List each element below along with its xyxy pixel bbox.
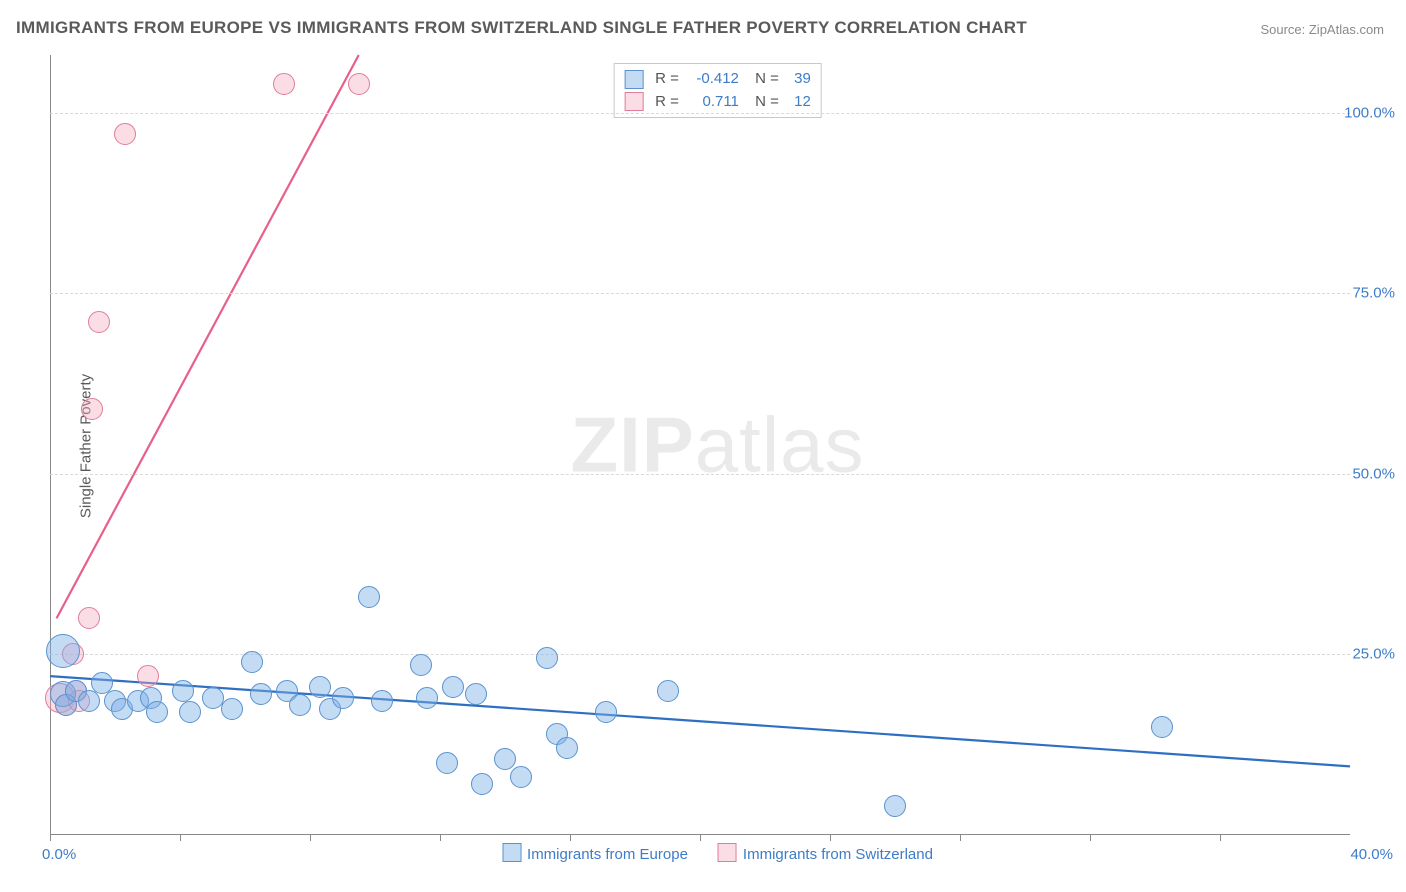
scatter-point <box>416 687 438 709</box>
gridline-h <box>50 113 1350 114</box>
scatter-point <box>273 73 295 95</box>
scatter-point <box>348 73 370 95</box>
y-tick-label: 75.0% <box>1352 285 1395 302</box>
scatter-point <box>172 680 194 702</box>
scatter-point <box>146 701 168 723</box>
x-axis-min-label: 0.0% <box>42 846 76 863</box>
scatter-point <box>471 773 493 795</box>
regression-lines-layer <box>50 55 1385 835</box>
legend-item-europe: Immigrants from Europe <box>502 843 688 863</box>
n-value-europe: 39 <box>785 68 811 91</box>
swatch-europe <box>502 843 521 862</box>
scatter-point <box>556 737 578 759</box>
scatter-point <box>78 607 100 629</box>
scatter-point <box>442 676 464 698</box>
scatter-point <box>494 748 516 770</box>
r-value-switzerland: 0.711 <box>685 91 739 114</box>
scatter-point <box>309 676 331 698</box>
scatter-point <box>371 690 393 712</box>
regression-line <box>57 55 359 618</box>
source-attribution: Source: ZipAtlas.com <box>1260 22 1384 37</box>
r-value-europe: -0.412 <box>685 68 739 91</box>
correlation-legend: R = -0.412 N = 39 R = 0.711 N = 12 <box>613 63 822 118</box>
legend-bottom: Immigrants from Europe Immigrants from S… <box>502 843 933 863</box>
scatter-point <box>332 687 354 709</box>
x-tick <box>310 835 311 841</box>
y-tick-label: 25.0% <box>1352 646 1395 663</box>
x-tick <box>1220 835 1221 841</box>
scatter-point <box>250 683 272 705</box>
scatter-point <box>78 690 100 712</box>
legend-item-switzerland: Immigrants from Switzerland <box>718 843 933 863</box>
y-tick-label: 50.0% <box>1352 465 1395 482</box>
swatch-switzerland <box>718 843 737 862</box>
scatter-point <box>510 766 532 788</box>
scatter-point <box>114 123 136 145</box>
swatch-europe-small <box>624 70 643 89</box>
correlation-row-switzerland: R = 0.711 N = 12 <box>624 91 811 114</box>
plot-area: ZIPatlas 0.0% 40.0% Immigrants from Euro… <box>50 55 1385 835</box>
n-value-switzerland: 12 <box>785 91 811 114</box>
x-tick <box>830 835 831 841</box>
y-tick-label: 100.0% <box>1344 104 1395 121</box>
scatter-point <box>221 698 243 720</box>
scatter-point <box>202 687 224 709</box>
scatter-point <box>241 651 263 673</box>
chart-title: IMMIGRANTS FROM EUROPE VS IMMIGRANTS FRO… <box>16 18 1027 38</box>
scatter-point <box>595 701 617 723</box>
scatter-point <box>536 647 558 669</box>
scatter-point <box>289 694 311 716</box>
x-tick <box>960 835 961 841</box>
scatter-point <box>46 634 80 668</box>
chart-container: IMMIGRANTS FROM EUROPE VS IMMIGRANTS FRO… <box>0 0 1406 892</box>
correlation-row-europe: R = -0.412 N = 39 <box>624 68 811 91</box>
gridline-h <box>50 474 1350 475</box>
x-tick <box>180 835 181 841</box>
gridline-h <box>50 293 1350 294</box>
x-tick <box>50 835 51 841</box>
scatter-point <box>884 795 906 817</box>
x-tick <box>570 835 571 841</box>
x-tick <box>700 835 701 841</box>
scatter-point <box>1151 716 1173 738</box>
scatter-point <box>137 665 159 687</box>
scatter-point <box>657 680 679 702</box>
scatter-point <box>410 654 432 676</box>
scatter-point <box>358 586 380 608</box>
scatter-point <box>179 701 201 723</box>
scatter-point <box>81 398 103 420</box>
scatter-point <box>465 683 487 705</box>
swatch-switzerland-small <box>624 92 643 111</box>
x-axis-max-label: 40.0% <box>1350 846 1393 863</box>
x-tick <box>1090 835 1091 841</box>
scatter-point <box>88 311 110 333</box>
x-tick <box>440 835 441 841</box>
scatter-point <box>436 752 458 774</box>
